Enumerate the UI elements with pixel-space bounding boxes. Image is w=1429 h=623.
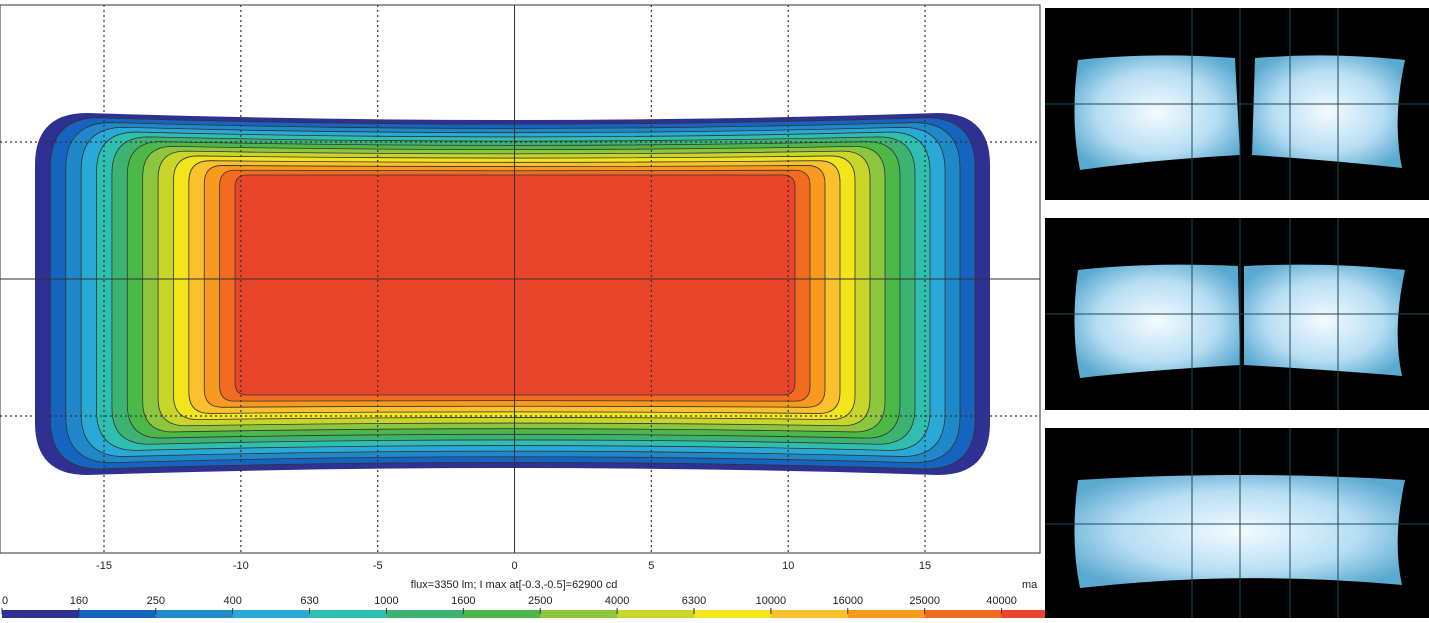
axis-label-fragment: ma [1022,579,1038,591]
colorbar-label: 1600 [451,595,475,607]
beam-shape [1252,55,1405,168]
colorbar-label: 4000 [605,595,629,607]
annotation: flux=3350 lm; I max at[-0.3,-0.5]=62900 … [411,579,618,591]
colorbar-segment [925,610,1003,618]
colorbar-segment [540,610,618,618]
page: -15 -10 -5 0 5 10 15 0 160 250 400 630 1000 1600 2500 4… [0,0,1429,623]
colorbar-segment [771,610,849,618]
beam-shape [1074,55,1240,170]
beam-shape [1074,265,1240,378]
colorbar-segment [386,610,464,618]
colorbar-label: 630 [300,595,318,607]
colorbar-label: 1000 [374,595,398,607]
colorbar-segment [463,610,541,618]
colorbar-segment [233,610,311,618]
colorbar-label: 10000 [756,595,787,607]
x-tick-label: 0 [511,560,517,572]
colorbar-label: 2500 [528,595,552,607]
x-tick-label: 5 [648,560,654,572]
colorbar-segment [2,610,80,618]
colorbar-label: 400 [223,595,241,607]
colorbar-label: 25000 [909,595,940,607]
colorbar-segment [617,610,695,618]
colorbar-segment [79,610,157,618]
x-tick-label: -15 [96,560,112,572]
colorbar-label: 16000 [832,595,863,607]
x-tick-label: 15 [919,560,931,572]
beam-shape [1244,265,1405,376]
colorbar-segment [694,610,772,618]
colorbar-label: 160 [70,595,88,607]
colorbar-segment [310,610,388,618]
x-tick-label: 10 [782,560,794,572]
x-tick-label: -10 [233,560,249,572]
beam-images [1045,8,1429,618]
colorbar-label: 40000 [986,595,1017,607]
colorbar-label: 250 [147,595,165,607]
colorbar-label: 0 [2,595,8,607]
x-tick-label: -5 [373,560,383,572]
chart: -15 -10 -5 0 5 10 15 0 160 250 400 630 1000 1600 2500 4… [0,0,1429,618]
colorbar-label: 6300 [682,595,706,607]
colorbar-segment [848,610,926,618]
colorbar-segment [156,610,234,618]
